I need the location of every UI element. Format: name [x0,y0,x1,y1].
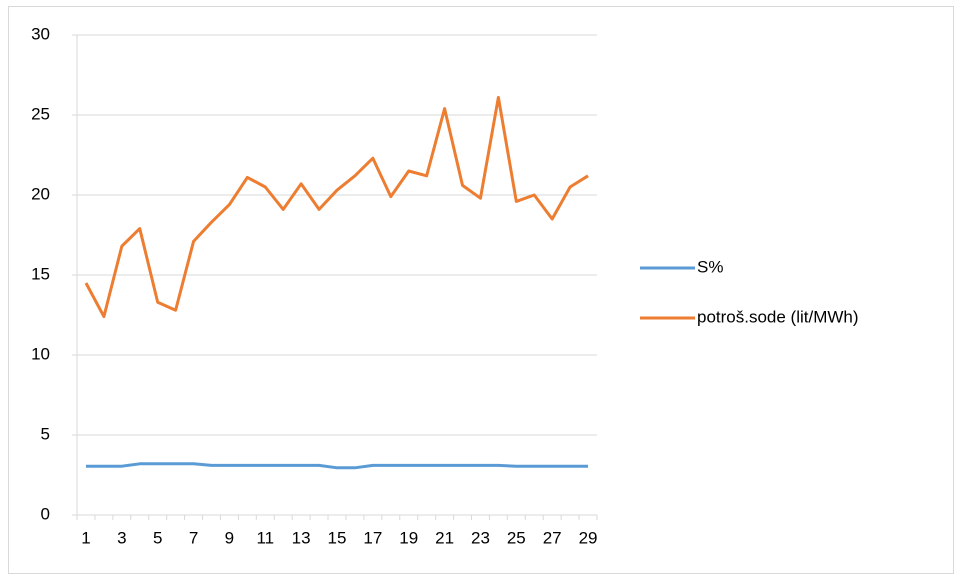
y-tick-label: 15 [31,264,50,283]
y-tick-label: 10 [31,344,50,363]
x-tick-label: 21 [435,528,454,547]
x-tick-label: 17 [363,528,382,547]
x-tick-label: 3 [117,528,126,547]
x-tick-label: 11 [256,528,274,547]
y-tick-label: 0 [41,504,50,523]
x-tick-label: 25 [507,528,526,547]
y-tick-label: 5 [41,424,50,443]
series-line [85,462,589,470]
y-tick-label: 20 [31,184,50,203]
x-tick-label: 5 [153,528,162,547]
y-tick-label: 25 [31,104,50,123]
legend-label: S% [697,257,723,276]
x-tick-label: 27 [543,528,562,547]
x-tick-label: 13 [292,528,311,547]
x-tick-label: 29 [579,528,598,547]
x-tick-label: 23 [471,528,490,547]
series-line [84,95,589,319]
x-tick-label: 9 [225,528,234,547]
x-tick-label: 19 [399,528,418,547]
y-tick-label: 30 [31,24,50,43]
chart-border [8,6,954,574]
legend-label: potroš.sode (lit/MWh) [697,307,859,326]
x-tick-label: 15 [328,528,347,547]
x-tick-label: 7 [189,528,198,547]
x-tick-label: 1 [81,528,90,547]
